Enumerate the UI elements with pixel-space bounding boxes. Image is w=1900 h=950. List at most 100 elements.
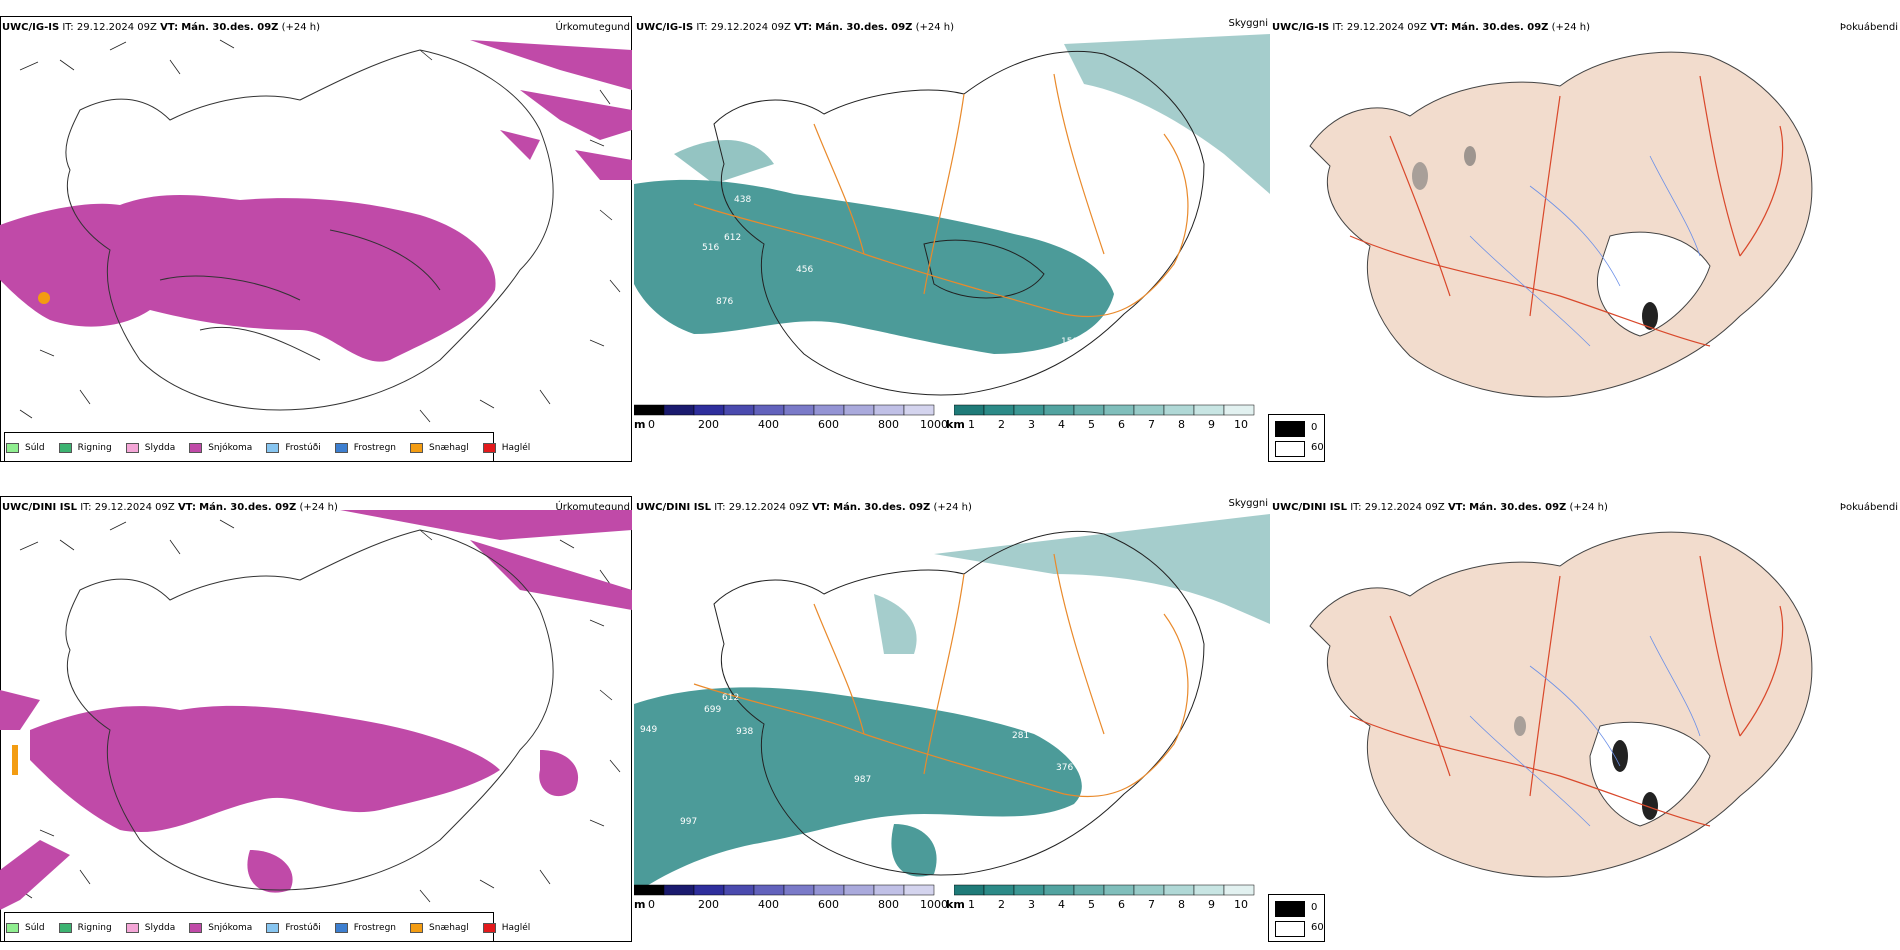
scale-km-bar bbox=[954, 404, 1255, 416]
model-name: UWC/IG-IS bbox=[1272, 22, 1330, 33]
lead-time: (+24 h) bbox=[281, 22, 321, 33]
legend-label: Frostregn bbox=[353, 923, 397, 933]
scale-tick: 6 bbox=[1118, 898, 1125, 911]
scale-m-bar bbox=[634, 404, 935, 416]
scale-color-cell bbox=[983, 884, 1015, 896]
scale-color-cell bbox=[783, 404, 815, 416]
fog-map bbox=[1309, 51, 1813, 398]
scale-color-cell bbox=[1013, 884, 1045, 896]
legend-item: Rigning bbox=[58, 443, 112, 453]
vis-label: 876 bbox=[716, 297, 733, 307]
legend-swatch bbox=[410, 923, 424, 933]
fog-roads bbox=[1349, 75, 1784, 347]
fog-swatch-0 bbox=[1275, 901, 1305, 917]
legend-swatch bbox=[334, 923, 348, 933]
legend-swatch bbox=[58, 443, 72, 453]
scale-color-cell bbox=[753, 884, 785, 896]
precip-legend: Súld Rigning Slydda Snjókoma Frostúði Fr… bbox=[6, 916, 530, 940]
scale-tick: 800 bbox=[878, 898, 899, 911]
legend-swatch bbox=[266, 923, 280, 933]
legend-item: Súld bbox=[6, 923, 45, 933]
scale-color-cell bbox=[1223, 404, 1255, 416]
scale-color-cell bbox=[873, 404, 905, 416]
legend-label: Snjókoma bbox=[208, 923, 253, 933]
fog-value-0: 0 bbox=[1311, 902, 1318, 913]
scale-color-cell bbox=[1133, 884, 1165, 896]
fog-roads bbox=[1349, 555, 1784, 827]
scale-color-cell bbox=[1073, 404, 1105, 416]
visibility-fields bbox=[634, 514, 1270, 894]
scale-color-cell bbox=[1103, 884, 1135, 896]
panel-title: UWC/IG-IS IT: 29.12.2024 09Z VT: Mán. 30… bbox=[2, 22, 320, 33]
precip-type-panel: UWC/IG-IS IT: 29.12.2024 09Z VT: Mán. 30… bbox=[0, 0, 634, 470]
vis-label: 158 bbox=[1061, 337, 1078, 347]
model-name: UWC/DINI ISL bbox=[1272, 502, 1348, 513]
fog-swatch-0 bbox=[1275, 421, 1305, 437]
legend-label: Frostúði bbox=[285, 923, 321, 933]
scale-tick: 400 bbox=[758, 898, 779, 911]
legend-swatch bbox=[334, 443, 348, 453]
scale-color-cell bbox=[843, 884, 875, 896]
it-label: IT: bbox=[1350, 502, 1362, 513]
legend-item: Snjókoma bbox=[189, 923, 252, 933]
legend-item: Snjókoma bbox=[189, 443, 252, 453]
forecast-row-dini: UWC/DINI ISL IT: 29.12.2024 09Z VT: Mán.… bbox=[0, 480, 1900, 950]
scale-tick: 8 bbox=[1178, 418, 1185, 431]
scale-tick: 600 bbox=[818, 418, 839, 431]
legend-label: Frostregn bbox=[353, 443, 397, 453]
scale-color-cell bbox=[634, 884, 665, 896]
fog-legend-top: 0 60 bbox=[1268, 414, 1325, 462]
it-value: 29.12.2024 09Z bbox=[1346, 22, 1427, 33]
legend-item: Rigning bbox=[58, 923, 112, 933]
road-network bbox=[693, 553, 1189, 798]
legend-label: Súld bbox=[25, 923, 45, 933]
fog-swatch-60 bbox=[1275, 441, 1305, 457]
legend-swatch bbox=[125, 443, 139, 453]
legend-swatch bbox=[125, 923, 139, 933]
scale-tick: 200 bbox=[698, 418, 719, 431]
legend-label: Snjókoma bbox=[208, 443, 253, 453]
legend-label: Súld bbox=[25, 443, 45, 453]
legend-swatch bbox=[189, 923, 203, 933]
legend-label: Snæhagl bbox=[429, 923, 469, 933]
scale-color-cell bbox=[813, 404, 845, 416]
scale-tick: 4 bbox=[1058, 898, 1065, 911]
scale-color-cell bbox=[663, 884, 695, 896]
scale-color-cell bbox=[813, 884, 845, 896]
scale-color-cell bbox=[1223, 884, 1255, 896]
scale-tick: 9 bbox=[1208, 418, 1215, 431]
scale-tick: 1 bbox=[968, 418, 975, 431]
scale-tick: 800 bbox=[878, 418, 899, 431]
lead-time: (+24 h) bbox=[299, 502, 338, 513]
scale-tick: 1000 bbox=[920, 898, 948, 911]
scale-tick: 9 bbox=[1208, 898, 1215, 911]
it-value: 29.12.2024 09Z bbox=[1364, 502, 1445, 513]
model-name: UWC/IG-IS bbox=[636, 22, 694, 33]
scale-tick: 5 bbox=[1088, 418, 1095, 431]
it-label: IT: bbox=[696, 22, 708, 33]
legend-item: Haglél bbox=[482, 923, 530, 933]
vt-value: Mán. 30.des. 09Z bbox=[815, 22, 913, 33]
vis-label: 949 bbox=[640, 725, 657, 735]
scale-color-cell bbox=[1163, 884, 1195, 896]
scale-color-cell bbox=[1073, 884, 1105, 896]
lead-time: (+24 h) bbox=[1551, 22, 1591, 33]
legend-swatch bbox=[410, 443, 424, 453]
scale-tick: 7 bbox=[1148, 418, 1155, 431]
it-value: 29.12.2024 09Z bbox=[728, 502, 809, 513]
fog-swatch-60 bbox=[1275, 921, 1305, 937]
scale-color-cell bbox=[903, 884, 935, 896]
scale-color-cell bbox=[693, 404, 725, 416]
legend-label: Rigning bbox=[77, 443, 112, 453]
scale-color-cell bbox=[634, 404, 665, 416]
legend-item: Frostúði bbox=[266, 923, 321, 933]
panel-label-fog: Þokuábendi bbox=[1839, 22, 1898, 33]
orange-spot bbox=[38, 292, 50, 304]
panel-label-precip: Úrkomutegund bbox=[555, 22, 630, 33]
scale-tick: 4 bbox=[1058, 418, 1065, 431]
scale-color-cell bbox=[1103, 404, 1135, 416]
scale-color-cell bbox=[1193, 884, 1225, 896]
scale-color-cell bbox=[1043, 884, 1075, 896]
scale-tick: 0 bbox=[648, 898, 655, 911]
scale-color-cell bbox=[753, 404, 785, 416]
